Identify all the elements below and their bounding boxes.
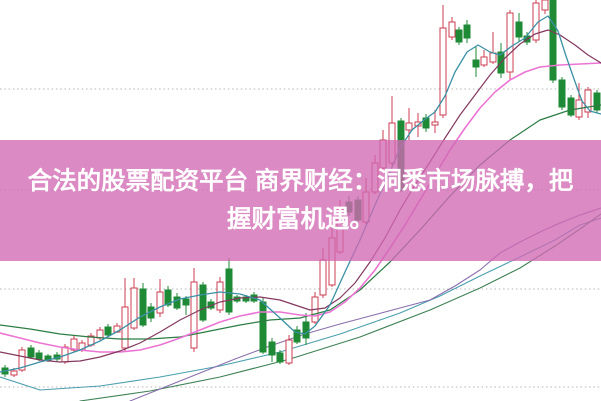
candle-down: [293, 326, 301, 344]
candle-down: [268, 338, 276, 362]
candle-up: [216, 277, 224, 313]
candle-down: [593, 90, 601, 113]
candle-down: [302, 313, 310, 345]
candle-up: [311, 292, 319, 324]
ma-20-magenta: [0, 62, 601, 353]
candle-up: [489, 32, 497, 64]
candle-down: [35, 350, 43, 361]
candle-down: [567, 95, 575, 117]
candle-down: [558, 77, 566, 110]
candle-up: [506, 10, 514, 80]
candle-down: [515, 13, 523, 42]
candle-down: [199, 282, 207, 322]
candle-down: [173, 293, 181, 310]
candle-down: [463, 20, 471, 43]
candle-down: [27, 345, 35, 359]
candle-down: [139, 283, 147, 327]
candle-down: [276, 350, 284, 364]
candle-down: [53, 352, 61, 361]
promo-banner-text-line2: 握财富机遇。: [227, 205, 374, 233]
promo-banner-text-line1: 合法的股票配资平台 商界财经：洞悉市场脉搏，把: [27, 167, 574, 195]
candle-up: [448, 17, 456, 40]
candle-down: [549, 0, 557, 83]
candle-down: [259, 298, 267, 354]
ma-10-purple: [0, 29, 601, 363]
candle-up: [431, 110, 439, 133]
candle-up: [156, 279, 164, 317]
candle-up: [121, 278, 129, 352]
candle-down: [472, 47, 480, 77]
candle-down: [104, 324, 112, 337]
candle-down: [455, 27, 463, 45]
candle-up: [480, 50, 488, 67]
candle-down: [225, 258, 233, 315]
candle-down: [182, 296, 190, 315]
candle-up: [285, 335, 293, 365]
candle-up: [584, 87, 592, 118]
candle-up: [541, 0, 549, 14]
candle-up: [439, 5, 447, 118]
candle-up: [190, 268, 198, 352]
promo-banner: 合法的股票配资平台 商界财经：洞悉市场脉搏，把 握财富机遇。: [0, 140, 601, 261]
